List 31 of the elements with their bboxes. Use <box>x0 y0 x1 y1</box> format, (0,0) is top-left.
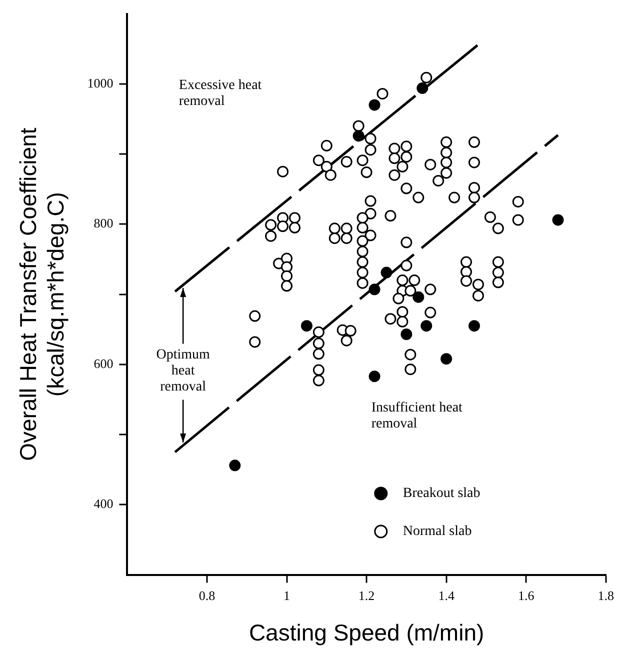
y-tick-label: 800 <box>94 216 114 231</box>
point <box>352 130 364 142</box>
point <box>229 460 241 472</box>
point <box>380 266 392 278</box>
point <box>552 214 564 226</box>
x-tick-label: 0.8 <box>198 588 216 604</box>
x-tick-label: 1.4 <box>438 588 455 604</box>
y-tick-label: 400 <box>94 496 114 512</box>
annotation: Excessive heat removal <box>178 78 262 109</box>
point <box>368 370 380 382</box>
y-tick-label: 600 <box>94 356 114 371</box>
point <box>400 328 412 340</box>
x-tick-label: 1 <box>284 588 290 604</box>
x-axis-title: Casting Speed (m/min) <box>248 620 484 646</box>
legend-label: Normal slab <box>402 524 472 540</box>
legend-label: Breakout slab <box>402 486 480 502</box>
x-tick-label: 1.2 <box>358 588 375 604</box>
point <box>420 320 432 332</box>
point <box>368 284 380 296</box>
x-tick-label: 1.6 <box>518 588 535 604</box>
x-tick-label: 1.8 <box>598 588 614 604</box>
point <box>468 320 480 332</box>
annotation: Insufficient heat removal <box>371 400 463 432</box>
point <box>440 353 452 365</box>
y-tick-label: 1000 <box>87 75 114 90</box>
point <box>416 82 428 94</box>
annotation: Optimum heat removal <box>156 347 210 394</box>
point <box>412 291 424 303</box>
point <box>368 99 380 111</box>
point <box>300 320 312 332</box>
y-axis-title: Overall Heat Transfer Coefficient (kcal/sq.m*h*deg.C) <box>15 127 69 461</box>
